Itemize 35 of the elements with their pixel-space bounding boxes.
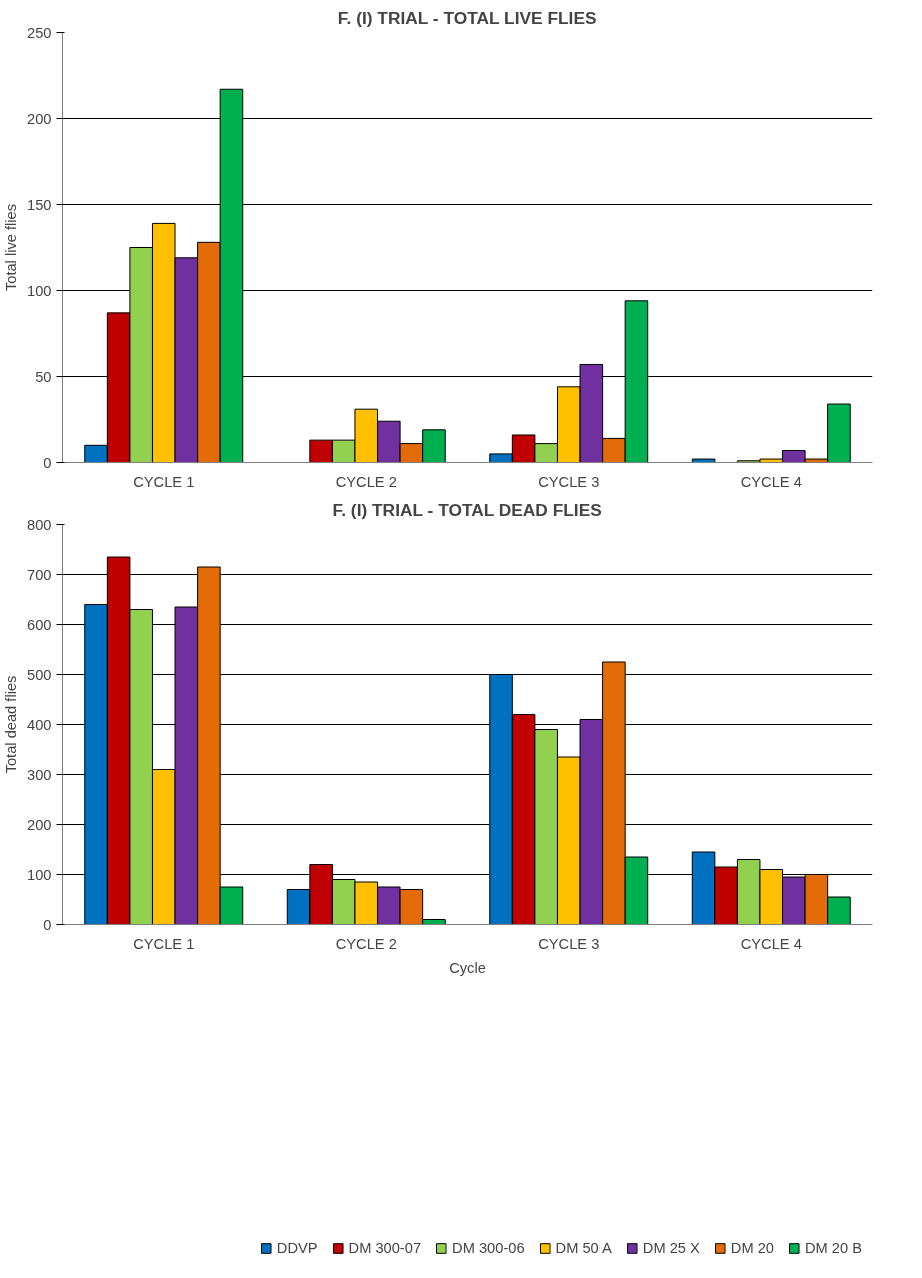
y-tick-label: 150 <box>27 196 52 213</box>
y-tick-label: 400 <box>27 716 52 733</box>
y-tick-label: 800 <box>27 516 52 533</box>
x-tick-label: CYCLE 1 <box>133 935 195 952</box>
y-tick-label: 0 <box>43 916 52 933</box>
y-axis-title: Total dead flies <box>3 675 20 774</box>
legend-label: DM 300-07 <box>348 1240 422 1256</box>
x-tick-label: CYCLE 2 <box>335 473 397 490</box>
y-tick-label: 0 <box>43 454 52 471</box>
legend-label: DDVP <box>276 1240 318 1256</box>
y-tick-label: 100 <box>27 282 52 299</box>
legend-label: DM 20 B <box>804 1240 862 1256</box>
x-tick-label: CYCLE 3 <box>538 935 600 952</box>
x-tick-label: CYCLE 1 <box>133 473 195 490</box>
x-tick-label: CYCLE 4 <box>740 935 802 952</box>
y-tick-label: 250 <box>27 24 52 41</box>
y-tick-label: 300 <box>27 766 52 783</box>
chart-title: F. (I) TRIAL - TOTAL DEAD FLIES <box>332 499 602 520</box>
legend-label: DM 300-06 <box>452 1240 525 1256</box>
y-tick-label: 200 <box>27 110 52 127</box>
x-tick-label: CYCLE 3 <box>538 473 600 490</box>
x-tick-label: CYCLE 4 <box>740 473 802 490</box>
chart-title: F. (I) TRIAL - TOTAL LIVE FLIES <box>337 7 597 28</box>
legend-label: DM 20 <box>730 1240 774 1256</box>
y-tick-label: 50 <box>35 368 52 385</box>
x-tick-label: CYCLE 2 <box>335 935 397 952</box>
y-tick-label: 700 <box>27 566 52 583</box>
y-tick-label: 600 <box>27 616 52 633</box>
legend-label: DM 50 A <box>555 1240 612 1256</box>
x-axis-title: Cycle <box>449 959 486 976</box>
y-tick-label: 100 <box>27 866 52 883</box>
legend-label: DM 25 X <box>642 1240 700 1256</box>
y-tick-label: 500 <box>27 666 52 683</box>
y-tick-label: 200 <box>27 816 52 833</box>
y-axis-title: Total live flies <box>3 203 20 292</box>
